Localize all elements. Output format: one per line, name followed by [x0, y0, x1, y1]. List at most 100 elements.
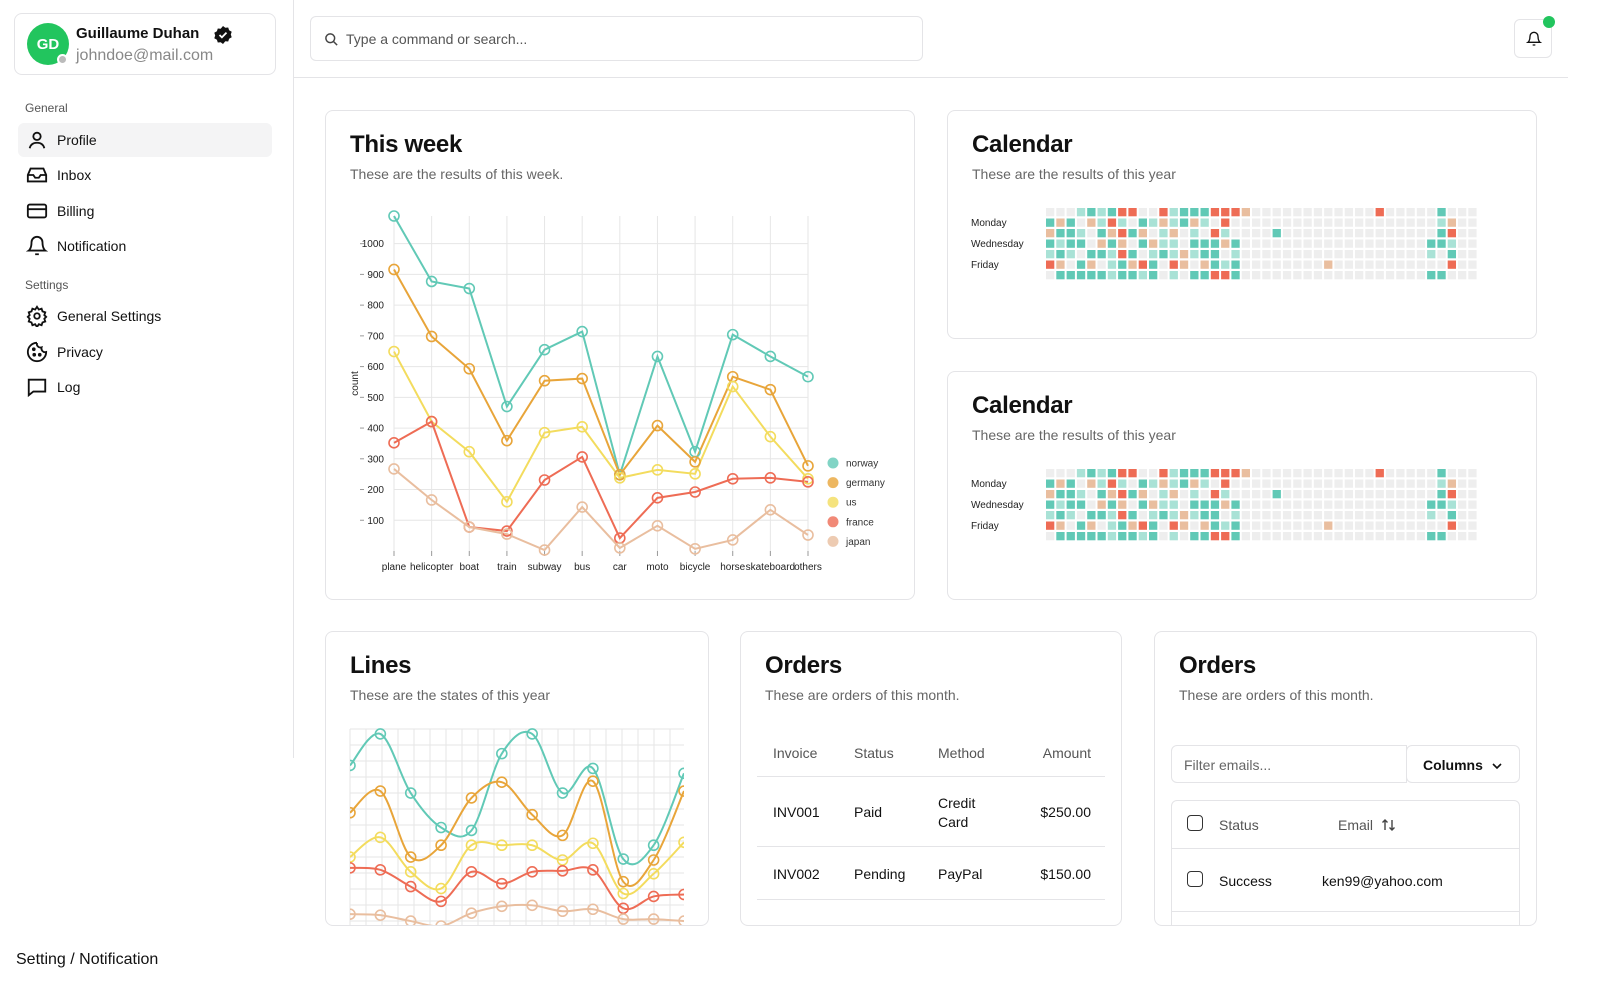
heatmap-cell — [1252, 532, 1261, 541]
nav-item[interactable]: General Settings — [18, 299, 272, 333]
heatmap-cell — [1468, 218, 1477, 227]
heatmap-cell — [1056, 490, 1065, 499]
heatmap-cell — [1396, 229, 1405, 238]
heatmap-cell — [1076, 500, 1086, 509]
point — [678, 915, 684, 925]
nav-group: Settings — [25, 278, 69, 292]
heatmap-cell — [1416, 511, 1426, 520]
heatmap-cell — [1385, 479, 1395, 488]
point — [678, 836, 684, 849]
cell: Pending — [854, 866, 906, 882]
heatmap-cell — [1416, 229, 1426, 238]
heatmap-cell — [1334, 260, 1343, 269]
heatmap-cell — [1365, 511, 1374, 520]
heatmap-cell — [1107, 490, 1117, 499]
user-card[interactable]: GD Guillaume Duhan johndoe@mail.com — [14, 13, 276, 75]
heatmap-cell — [1355, 250, 1364, 259]
heatmap-cell — [1458, 479, 1467, 488]
user-name: Guillaume Duhan — [76, 25, 200, 42]
y-tick-label: 1000 — [362, 239, 385, 250]
point — [538, 544, 551, 556]
point — [647, 839, 660, 852]
heatmap-cell — [1118, 469, 1127, 478]
heatmap-cell — [1375, 239, 1384, 248]
point — [496, 776, 508, 788]
heatmap-cell — [1282, 229, 1292, 238]
heatmap-cell — [1149, 218, 1158, 227]
heatmap-cell — [1272, 250, 1281, 259]
heatmap-cell — [1210, 511, 1220, 520]
heatmap-cell — [1210, 239, 1220, 248]
point — [538, 426, 551, 439]
point — [647, 854, 660, 866]
heatmap-cell — [1272, 229, 1281, 238]
nav-item[interactable]: Privacy — [18, 335, 272, 369]
heatmap-cell — [1375, 229, 1384, 238]
heatmap-cell — [1107, 500, 1117, 509]
row-divider — [757, 776, 1105, 777]
heatmap-cell — [1334, 239, 1343, 248]
heatmap-cell — [1468, 479, 1477, 488]
heatmap-cell — [1128, 239, 1137, 248]
nav-item[interactable]: Log — [18, 370, 272, 404]
heatmap-cell — [1282, 500, 1292, 509]
heatmap-cell — [1303, 250, 1312, 259]
heatmap-cell — [1252, 469, 1261, 478]
heatmap-cell — [1375, 511, 1384, 520]
heatmap-cell — [1468, 532, 1477, 541]
heatmap-cell — [1118, 260, 1127, 269]
point — [496, 900, 508, 913]
notification-button[interactable] — [1514, 19, 1552, 58]
point — [764, 472, 777, 484]
heatmap-cell — [1416, 208, 1426, 217]
heatmap-cell — [1262, 218, 1271, 227]
point — [764, 504, 777, 516]
search-box[interactable]: Type a command or search... — [310, 16, 923, 61]
point — [526, 839, 538, 852]
nav-item[interactable]: Billing — [18, 194, 272, 228]
heatmap-cell — [1241, 250, 1250, 259]
nav-item[interactable]: Profile — [18, 123, 272, 157]
checkbox[interactable] — [1187, 815, 1203, 831]
heatmap-cell — [1128, 521, 1137, 530]
cell: Paid — [854, 804, 883, 820]
point — [374, 909, 387, 921]
filter-input[interactable]: Filter emails... — [1171, 745, 1407, 783]
point — [501, 496, 513, 508]
heatmap-cell — [1406, 490, 1415, 499]
row-label: Monday — [971, 479, 1007, 490]
legend-swatch — [827, 477, 839, 489]
column-header[interactable]: Email — [1338, 817, 1374, 833]
heatmap-cell — [1190, 250, 1199, 259]
heatmap-cell — [1375, 218, 1384, 227]
heatmap-cell — [1056, 260, 1065, 269]
heatmap-cell — [1076, 218, 1086, 227]
card-title: This week — [350, 131, 463, 158]
heatmap-cell — [1416, 260, 1426, 269]
nav-item[interactable]: Inbox — [18, 158, 272, 192]
columns-button[interactable]: Columns — [1406, 745, 1520, 783]
heatmap-cell — [1159, 490, 1168, 499]
nav-item[interactable]: Notification — [18, 229, 272, 263]
point — [802, 476, 814, 488]
heatmap-cell — [1169, 500, 1178, 509]
point — [388, 463, 400, 475]
heatmap-cell — [1396, 532, 1405, 541]
heatmap-cell — [1458, 208, 1467, 217]
heatmap-cell — [1221, 532, 1230, 541]
heatmap-cell — [1200, 532, 1209, 541]
heatmap-cell — [1406, 500, 1415, 509]
heatmap-cell — [1355, 218, 1364, 227]
heatmap-cell — [1447, 218, 1456, 227]
heatmap-cell — [1344, 250, 1353, 259]
heatmap-cell — [1468, 271, 1477, 280]
heatmap-cell — [1097, 208, 1106, 217]
heatmap-cell — [1210, 218, 1220, 227]
heatmap-cell — [1396, 469, 1405, 478]
heatmap-cell — [1313, 250, 1323, 259]
calendar-card: Calendar These are the results of this y… — [947, 371, 1537, 600]
heatmap-cell — [1128, 490, 1137, 499]
heatmap-cell — [1138, 521, 1147, 530]
heatmap-cell — [1458, 532, 1467, 541]
checkbox[interactable] — [1187, 871, 1203, 887]
